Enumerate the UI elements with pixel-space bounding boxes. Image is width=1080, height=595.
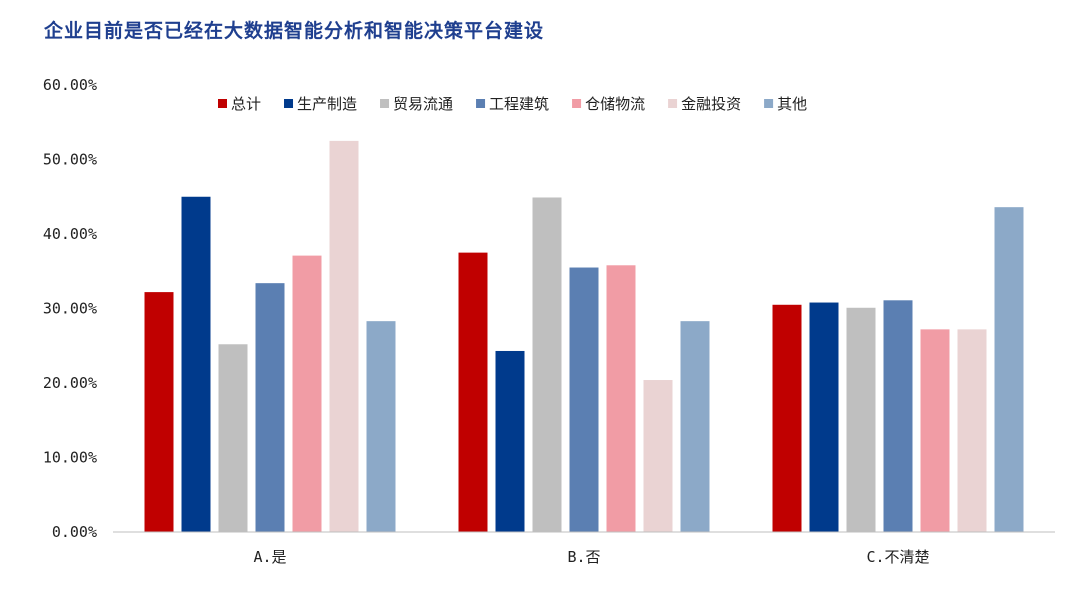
bar (606, 265, 636, 532)
bar (495, 350, 525, 532)
bar (569, 267, 599, 532)
legend-item: 生产制造 (284, 95, 357, 113)
bar (809, 302, 839, 532)
y-tick-label: 50.00% (43, 151, 97, 169)
bar (643, 380, 673, 532)
y-tick-label: 20.00% (43, 374, 97, 392)
bar (883, 300, 913, 532)
bar (255, 283, 285, 532)
legend-item: 工程建筑 (476, 95, 549, 113)
bar (994, 207, 1024, 532)
bar (329, 140, 359, 532)
legend-label: 其他 (777, 95, 807, 113)
x-tick-label: A.是 (253, 548, 286, 566)
bar (680, 321, 710, 532)
y-tick-label: 0.00% (52, 523, 97, 541)
bar (218, 344, 248, 532)
y-axis: 0.00% 10.00% 20.00% 30.00% 40.00% 50.00% 60.00… (43, 76, 97, 541)
chart-title: 企业目前是否已经在大数据智能分析和智能决策平台建设 (44, 20, 545, 42)
bar (181, 196, 211, 532)
legend-swatch (572, 99, 582, 108)
x-axis: A.是 B.否 C.不清楚 (253, 548, 929, 566)
bars-group (144, 140, 1024, 533)
legend-swatch (380, 99, 390, 108)
bar (532, 197, 562, 532)
legend-swatch (284, 99, 294, 108)
y-tick-label: 10.00% (43, 449, 97, 467)
bar (957, 329, 987, 532)
chart-legend: 总计 生产制造 贸易流通 工程建筑 仓储物流 金融投资 其他 (218, 95, 807, 113)
bar (772, 304, 802, 532)
legend-swatch (476, 99, 486, 108)
bar (846, 307, 876, 532)
legend-label: 金融投资 (681, 95, 741, 113)
legend-item: 仓储物流 (572, 95, 645, 113)
bar (366, 321, 396, 532)
bar (920, 329, 950, 532)
legend-label: 贸易流通 (393, 95, 453, 113)
legend-label: 工程建筑 (489, 95, 549, 113)
legend-label: 仓储物流 (585, 95, 645, 113)
legend-item: 总计 (218, 95, 261, 113)
bar (144, 292, 174, 532)
y-tick-label: 60.00% (43, 76, 97, 94)
x-tick-label: B.否 (567, 548, 600, 566)
legend-label: 总计 (231, 95, 261, 113)
legend-item: 金融投资 (668, 95, 741, 113)
y-tick-label: 30.00% (43, 300, 97, 318)
bar (458, 252, 488, 532)
legend-swatch (764, 99, 774, 108)
bar (292, 255, 322, 533)
legend-swatch (218, 99, 227, 108)
y-tick-label: 40.00% (43, 225, 97, 243)
legend-swatch (668, 99, 678, 108)
legend-label: 生产制造 (297, 95, 357, 113)
legend-item: 贸易流通 (380, 95, 453, 113)
x-tick-label: C.不清楚 (866, 548, 929, 566)
legend-item: 其他 (764, 95, 807, 113)
